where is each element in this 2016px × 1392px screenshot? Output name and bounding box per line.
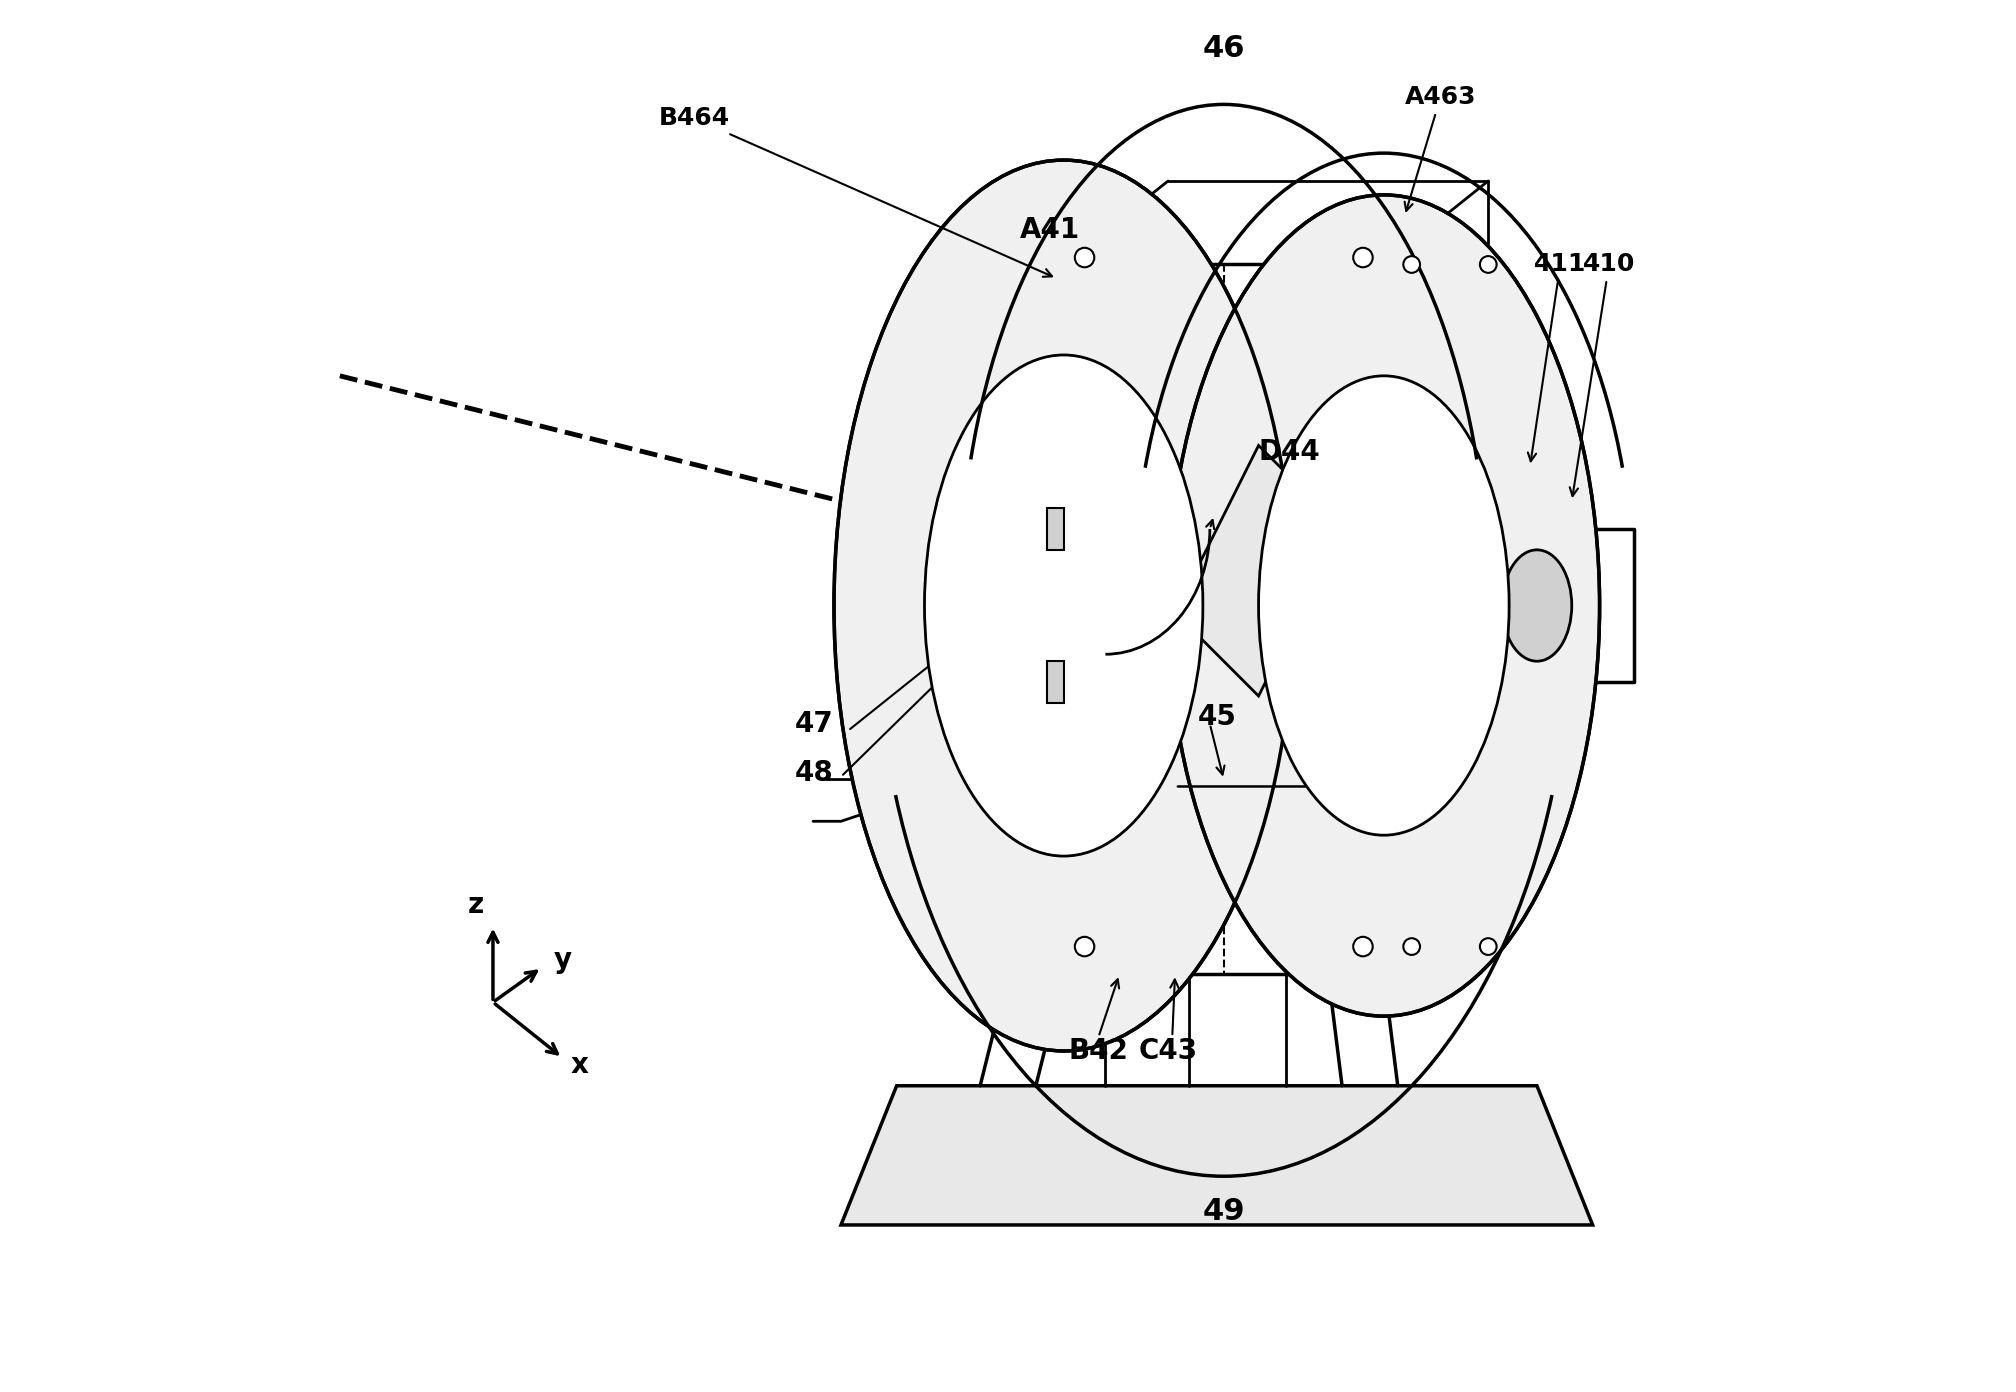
Ellipse shape [925, 355, 1204, 856]
Text: B464: B464 [659, 106, 1052, 277]
Text: 411: 411 [1528, 252, 1587, 461]
Text: B42: B42 [1068, 1037, 1129, 1065]
Bar [1046, 661, 1064, 703]
Circle shape [1075, 937, 1095, 956]
Circle shape [1403, 938, 1419, 955]
Polygon shape [1175, 445, 1343, 696]
Text: y: y [554, 947, 573, 974]
Bar [1046, 508, 1064, 550]
Text: x: x [571, 1051, 589, 1079]
Circle shape [1480, 256, 1496, 273]
Ellipse shape [1502, 550, 1572, 661]
Circle shape [1480, 938, 1496, 955]
Text: C43: C43 [1139, 1037, 1198, 1065]
Ellipse shape [1258, 376, 1510, 835]
Text: z: z [468, 891, 484, 919]
Text: A463: A463 [1405, 85, 1476, 210]
Polygon shape [841, 1086, 1593, 1225]
Text: 410: 410 [1570, 252, 1635, 496]
Circle shape [1075, 248, 1095, 267]
Ellipse shape [1167, 195, 1599, 1016]
Ellipse shape [835, 160, 1294, 1051]
Text: 47: 47 [794, 710, 835, 738]
Text: 49: 49 [1202, 1197, 1246, 1225]
Circle shape [1403, 256, 1419, 273]
Text: 46: 46 [1202, 35, 1246, 63]
Text: 48: 48 [794, 759, 835, 786]
Circle shape [1353, 248, 1373, 267]
Text: 45: 45 [1198, 703, 1236, 731]
Circle shape [1353, 937, 1373, 956]
Text: A41: A41 [1020, 216, 1081, 244]
Text: D44: D44 [1258, 438, 1320, 466]
